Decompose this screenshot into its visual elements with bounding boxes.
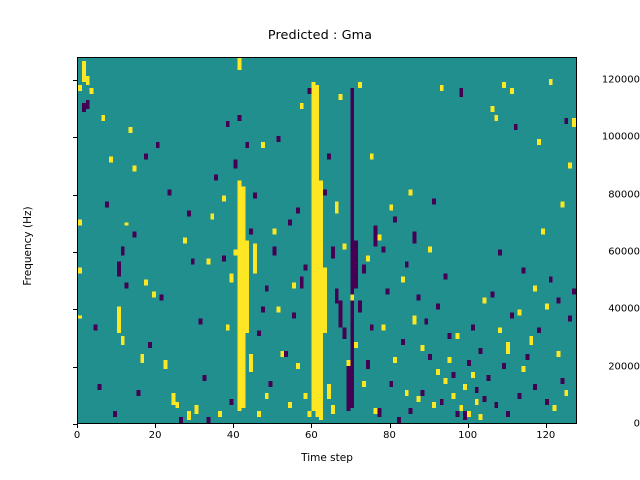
y-tick-label: 20000 bbox=[608, 361, 640, 373]
x-tick-mark bbox=[467, 424, 469, 428]
x-tick-mark bbox=[155, 424, 157, 428]
x-tick-label: 0 bbox=[73, 430, 81, 441]
x-tick-label: 20 bbox=[148, 430, 162, 441]
x-tick-mark bbox=[389, 424, 391, 428]
x-tick-mark bbox=[311, 424, 313, 428]
x-tick-mark bbox=[545, 424, 547, 428]
x-tick-mark bbox=[233, 424, 235, 428]
x-axis-title: Time step bbox=[301, 452, 353, 464]
heatmap-image bbox=[78, 58, 576, 423]
y-tick-label: 0 bbox=[633, 418, 640, 430]
y-tick-label: 40000 bbox=[608, 303, 640, 315]
chart-title: Predicted : Gma bbox=[267, 28, 373, 43]
x-tick-label: 60 bbox=[305, 430, 318, 441]
x-tick-label: 120 bbox=[536, 430, 556, 441]
y-tick-label: 100000 bbox=[601, 131, 640, 143]
x-tick-label: 80 bbox=[383, 430, 396, 441]
y-tick-label: 80000 bbox=[608, 189, 640, 201]
y-tick-mark bbox=[73, 137, 77, 139]
y-tick-mark bbox=[73, 79, 77, 81]
x-tick-label: 40 bbox=[226, 430, 240, 441]
y-tick-label: 120000 bbox=[601, 74, 640, 86]
y-tick-mark bbox=[73, 309, 77, 311]
y-tick-mark bbox=[73, 366, 77, 368]
heatmap-axes[interactable] bbox=[77, 57, 577, 424]
x-tick-mark bbox=[77, 424, 78, 428]
y-tick-label: 60000 bbox=[608, 246, 640, 258]
y-tick-mark bbox=[73, 424, 77, 425]
y-tick-mark bbox=[73, 194, 77, 196]
x-tick-label: 100 bbox=[458, 430, 478, 441]
y-axis-title: Frequency (Hz) bbox=[22, 206, 34, 286]
y-tick-mark bbox=[73, 251, 77, 253]
